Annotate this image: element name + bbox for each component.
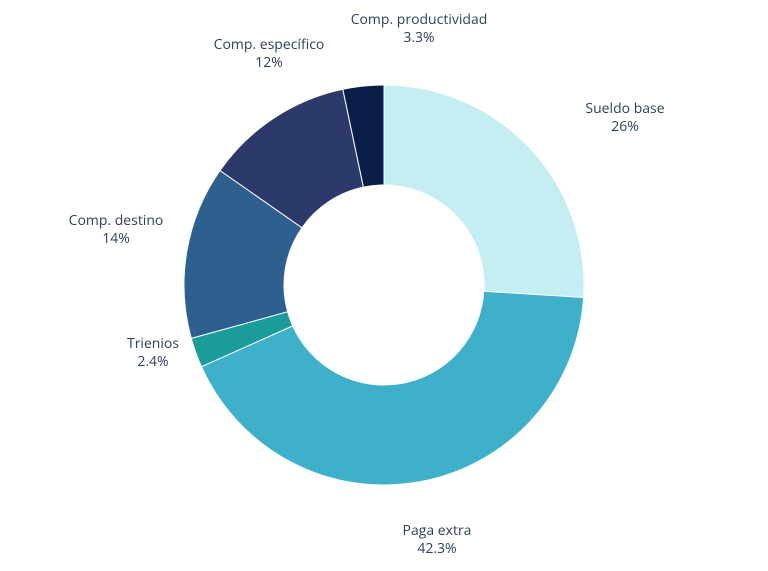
slice-0[interactable] bbox=[384, 85, 584, 298]
salary-donut-chart: Sueldo base26%Paga extra42.3%Trienios2.4… bbox=[0, 0, 768, 571]
donut-svg bbox=[0, 0, 768, 571]
